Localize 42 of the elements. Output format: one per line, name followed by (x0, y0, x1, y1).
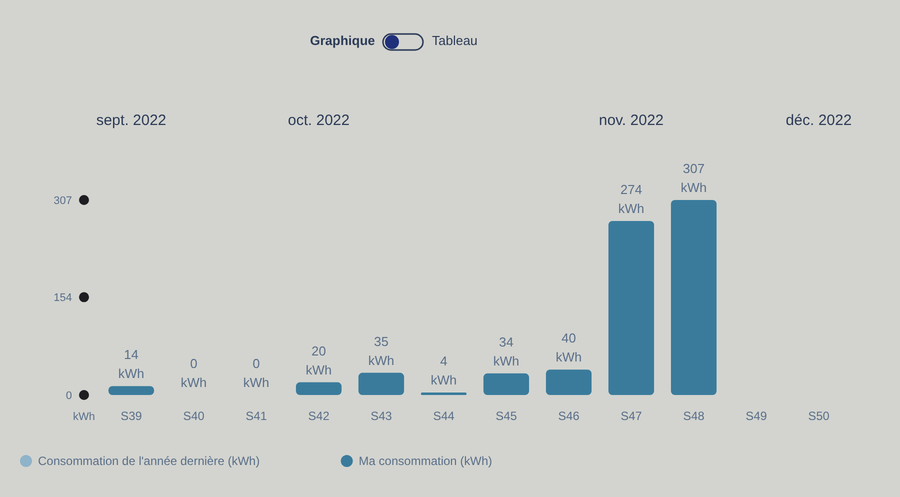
text: Tableau (432, 33, 478, 48)
bar (296, 382, 342, 395)
text: Graphique (310, 33, 375, 48)
data-label: 4 kWh (430, 353, 457, 388)
bar (108, 386, 154, 395)
data-label: 20 kWh (306, 343, 332, 378)
x-tick-label: S47 (620, 409, 642, 423)
data-label: 34 kWh (493, 334, 520, 368)
x-tick-label: S50 (808, 409, 830, 423)
y-axis-title: kWh (73, 411, 95, 423)
text: nov. 2022 (598, 112, 664, 129)
data-label: 35 kWh (368, 334, 394, 368)
x-tick-label: S43 (370, 409, 392, 423)
bar (358, 372, 404, 395)
x-tick-label: S45 (496, 409, 518, 423)
x-tick-label: S40 (183, 409, 205, 423)
x-tick-label: S48 (683, 409, 705, 423)
x-tick-label: S46 (558, 409, 580, 423)
x-tick-label: S41 (246, 409, 268, 423)
x-tick-label: S39 (120, 409, 142, 423)
data-label: 307 kWh (680, 161, 707, 195)
data-label: 0 kWh (243, 356, 270, 390)
y-tick-label: 0 (66, 390, 72, 402)
x-tick-label: S42 (308, 409, 330, 423)
data-label: 0 kWh (180, 356, 207, 390)
bar (546, 370, 592, 395)
data-label: 274 kWh (618, 182, 644, 216)
legend-label: Consommation de l'année dernière (kWh) (38, 454, 260, 468)
bar (483, 373, 530, 395)
x-tick-label: S44 (433, 409, 455, 423)
bar (608, 220, 654, 395)
data-label: 14 kWh (118, 347, 144, 382)
y-tick-label: 154 (54, 292, 72, 304)
text: sept. 2022 (96, 112, 166, 129)
x-tick-label: S49 (746, 409, 768, 423)
bar (670, 200, 717, 395)
data-label: 40 kWh (556, 330, 582, 365)
bar (420, 392, 467, 395)
legend-label: Ma consommation (kWh) (358, 454, 492, 468)
text: déc. 2022 (786, 112, 852, 129)
text: oct. 2022 (288, 112, 350, 129)
y-tick-label: 307 (54, 195, 72, 207)
